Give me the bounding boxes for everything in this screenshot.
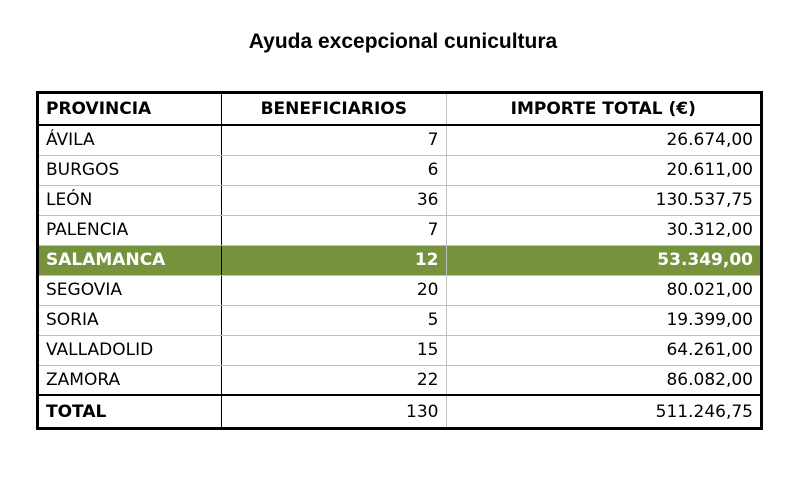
cell-importe: 64.261,00: [445, 334, 762, 366]
cell-beneficiarios: 6: [221, 154, 447, 186]
cell-beneficiarios: 15: [221, 334, 447, 366]
cell-beneficiarios: 22: [221, 364, 447, 396]
header-importe-total: IMPORTE TOTAL (€): [445, 92, 762, 126]
cell-beneficiarios: 7: [221, 124, 447, 156]
table-row: PALENCIA 7 30.312,00: [37, 214, 762, 246]
total-beneficiarios: 130: [221, 394, 447, 429]
cell-provincia: VALLADOLID: [37, 334, 223, 366]
table-row: SEGOVIA 20 80.021,00: [37, 274, 762, 306]
cell-provincia: LEÓN: [37, 184, 223, 216]
table-row: LEÓN 36 130.537,75: [37, 184, 762, 216]
cell-importe: 30.312,00: [445, 214, 762, 246]
cell-provincia: ÁVILA: [37, 124, 223, 156]
cell-importe: 19.399,00: [445, 304, 762, 336]
cell-provincia: SALAMANCA: [37, 244, 223, 276]
cell-beneficiarios: 36: [221, 184, 447, 216]
cell-importe: 130.537,75: [445, 184, 762, 216]
cell-importe: 86.082,00: [445, 364, 762, 396]
cell-importe: 53.349,00: [445, 244, 762, 276]
cell-beneficiarios: 12: [221, 244, 447, 276]
cell-beneficiarios: 7: [221, 214, 447, 246]
cell-provincia: SORIA: [37, 304, 223, 336]
total-importe: 511.246,75: [445, 394, 762, 429]
total-row: TOTAL 130 511.246,75: [37, 394, 762, 429]
table-row: SALAMANCA 12 53.349,00: [37, 244, 762, 276]
cell-importe: 80.021,00: [445, 274, 762, 306]
cell-beneficiarios: 5: [221, 304, 447, 336]
cell-provincia: PALENCIA: [37, 214, 223, 246]
cell-importe: 20.611,00: [445, 154, 762, 186]
document-title: Ayuda excepcional cunicultura: [248, 30, 558, 53]
cell-provincia: ZAMORA: [37, 364, 223, 396]
cell-provincia: BURGOS: [37, 154, 223, 186]
header-provincia: PROVINCIA: [37, 92, 223, 126]
table-row: SORIA 5 19.399,00: [37, 304, 762, 336]
table-row: BURGOS 6 20.611,00: [37, 154, 762, 186]
cell-provincia: SEGOVIA: [37, 274, 223, 306]
table-row: VALLADOLID 15 64.261,00: [37, 334, 762, 366]
table-row: ÁVILA 7 26.674,00: [37, 124, 762, 156]
header-beneficiarios: BENEFICIARIOS: [221, 92, 447, 126]
table-row: ZAMORA 22 86.082,00: [37, 364, 762, 396]
cell-beneficiarios: 20: [221, 274, 447, 306]
total-label: TOTAL: [37, 394, 223, 429]
cell-importe: 26.674,00: [445, 124, 762, 156]
table-header-row: PROVINCIA BENEFICIARIOS IMPORTE TOTAL (€…: [37, 92, 762, 126]
aid-table: PROVINCIA BENEFICIARIOS IMPORTE TOTAL (€…: [36, 91, 763, 430]
